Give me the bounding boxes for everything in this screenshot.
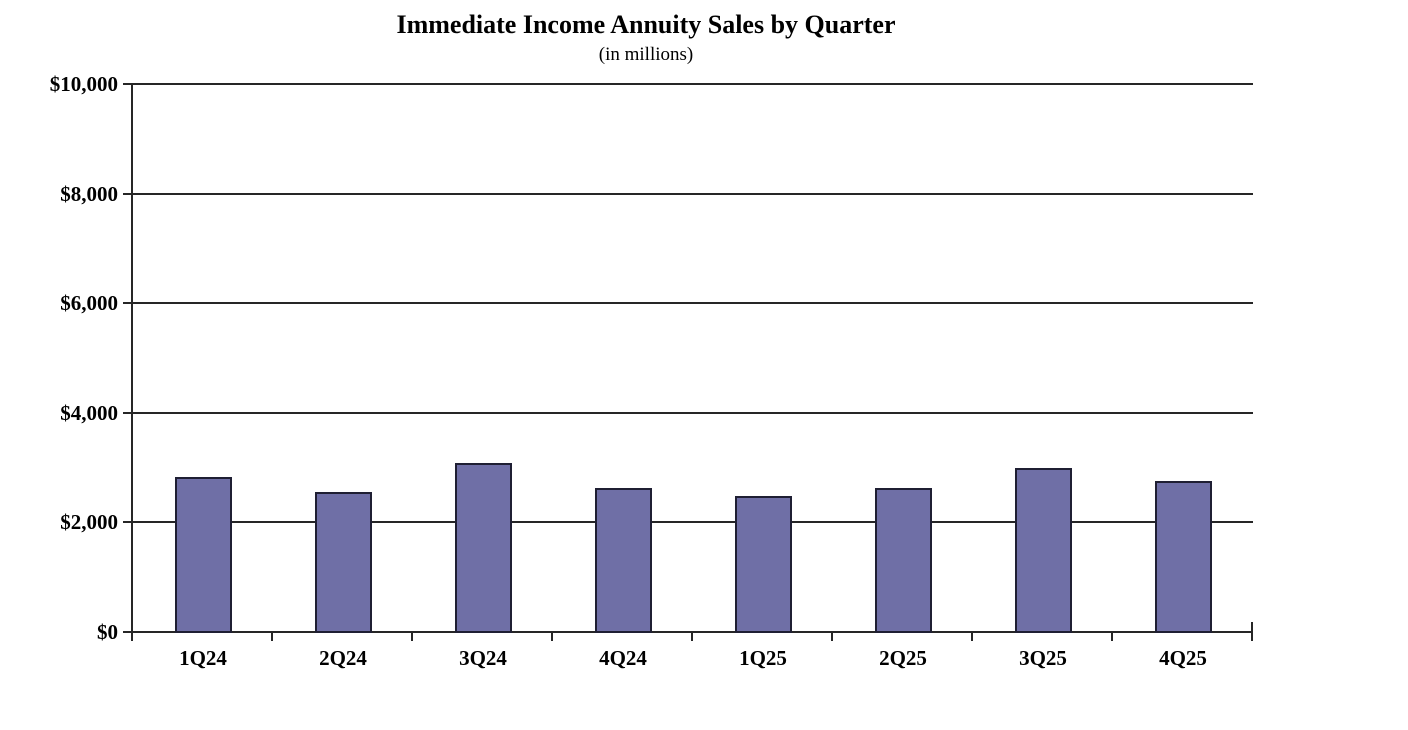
x-axis-tick	[411, 632, 413, 641]
y-gridline	[133, 521, 1253, 524]
x-axis-category-label: 4Q24	[599, 646, 647, 670]
x-axis-category-label: 2Q25	[879, 646, 927, 670]
x-axis-category-label: 4Q25	[1159, 646, 1207, 670]
bar-4q24	[594, 488, 652, 633]
y-axis-tick-label: $10,000	[49, 72, 118, 96]
x-axis-tick	[271, 632, 273, 641]
y-axis-tick	[123, 411, 133, 414]
y-axis-tick-label: $0	[97, 620, 118, 644]
bar-3q25	[1014, 467, 1072, 633]
bar-3q24	[454, 463, 512, 633]
y-axis-tick	[123, 631, 133, 633]
bar-2q24	[314, 492, 372, 633]
x-axis-category-label: 3Q24	[459, 646, 507, 670]
x-axis-line	[133, 631, 1253, 633]
x-axis-tick	[551, 632, 553, 641]
y-axis-tick-label: $6,000	[60, 291, 118, 316]
x-axis-category-label: 2Q24	[319, 646, 367, 670]
y-axis-tick	[123, 521, 133, 524]
x-axis-tick	[1251, 632, 1253, 641]
bar-4q25	[1154, 481, 1212, 633]
x-axis-tick	[691, 632, 693, 641]
chart-subtitle: (in millions)	[598, 44, 694, 65]
bar-1q24	[174, 477, 232, 633]
x-axis-tick	[971, 632, 973, 641]
bar-1q25	[734, 496, 792, 633]
y-axis-tick-label: $8,000	[60, 181, 118, 206]
y-axis	[131, 83, 133, 633]
y-gridline	[133, 83, 1253, 85]
x-axis-tick	[1111, 632, 1113, 641]
y-axis-tick	[123, 83, 133, 85]
x-axis-tick	[831, 632, 833, 641]
x-axis-category-label: 3Q25	[1019, 646, 1067, 670]
y-axis-tick	[123, 302, 133, 305]
y-axis-tick-label: $2,000	[60, 510, 118, 535]
y-axis-tick-label: $4,000	[60, 400, 118, 425]
x-axis-category-label: 1Q24	[179, 646, 227, 670]
x-axis-tick	[131, 632, 133, 641]
y-gridline	[133, 302, 1253, 305]
bar-2q25	[874, 488, 932, 633]
y-gridline	[133, 411, 1253, 414]
y-gridline	[133, 192, 1253, 195]
y-axis-tick	[123, 192, 133, 195]
x-axis-category-label: 1Q25	[739, 646, 787, 670]
x-axis-end-tick	[1251, 622, 1253, 632]
chart-title: Immediate Income Annuity Sales by Quarte…	[396, 10, 896, 39]
